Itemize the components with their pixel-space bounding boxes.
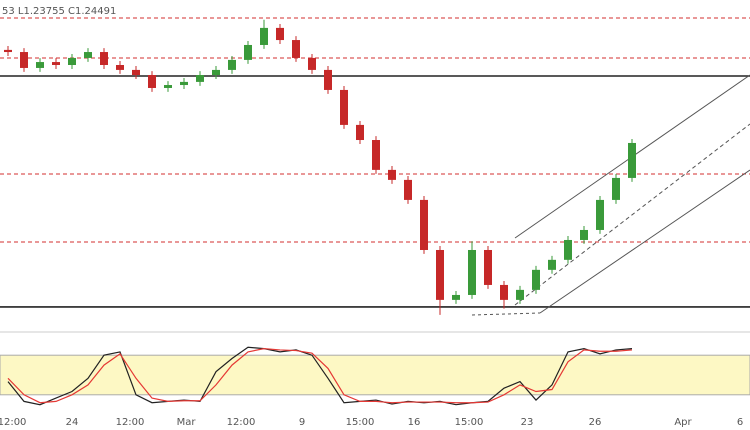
candle-body (340, 89, 348, 125)
x-tick-label: 12:00 (116, 417, 145, 428)
candle-body (228, 59, 236, 70)
candle-body (372, 140, 380, 170)
candle-body (116, 65, 124, 70)
candle-body (36, 62, 44, 68)
x-tick-label: Apr (674, 417, 692, 428)
candle-body (564, 239, 572, 260)
x-tick-label: 16 (408, 417, 421, 428)
candle-body (628, 142, 636, 178)
x-tick-label: 9 (299, 417, 305, 428)
levels (0, 17, 750, 308)
candle-body (484, 249, 492, 285)
ohlc-header: 53 L1.23755 C1.24491 (2, 6, 116, 17)
candle-body (324, 69, 332, 90)
candle-body (52, 62, 60, 65)
candle-body (260, 27, 268, 45)
candle-body (548, 259, 556, 270)
stoch-line (7, 346, 633, 406)
candle-body (388, 169, 396, 180)
stoch-line (7, 347, 633, 404)
x-tick-label: 6 (737, 417, 743, 428)
candle-body (596, 199, 604, 230)
candle-body (180, 81, 188, 86)
x-tick-label: 12:00 (0, 417, 26, 428)
candle-body (164, 85, 172, 88)
candle-body (420, 199, 428, 250)
x-tick-label: 23 (521, 417, 534, 428)
candle-body (452, 294, 460, 300)
candle-body (516, 289, 524, 300)
candle-body (404, 179, 412, 200)
candles (4, 19, 636, 315)
candle-body (468, 249, 476, 295)
candle-body (4, 49, 12, 53)
stochastic-panel (0, 346, 750, 406)
x-tick-label: 15:00 (346, 417, 375, 428)
candle-body (292, 40, 300, 58)
stoch-band (0, 354, 750, 396)
candle-body (212, 69, 220, 76)
channel-lower (539, 169, 750, 314)
candle-body (148, 75, 156, 88)
candle-body (68, 57, 76, 65)
candle-body (20, 52, 28, 68)
candle-body (580, 229, 588, 240)
x-tick-label: 15:00 (455, 417, 484, 428)
candle-body (500, 284, 508, 300)
x-tick-label: 26 (589, 417, 602, 428)
candle-body (612, 177, 620, 200)
candle-body (244, 44, 252, 60)
candle-body (100, 52, 108, 65)
candle-body (532, 269, 540, 290)
candle-body (356, 124, 364, 141)
candle-body (276, 27, 284, 41)
candle-body (436, 249, 444, 300)
x-axis: 12:00 24 12:00 Mar 12:00 9 15:00 16 15:00 23 26 Apr… (0, 417, 743, 428)
x-tick-label: 24 (66, 417, 79, 428)
channel-base (471, 312, 541, 316)
candle-body (132, 69, 140, 76)
candle-body (84, 52, 92, 58)
x-tick-label: 12:00 (227, 417, 256, 428)
x-tick-label: Mar (177, 417, 197, 428)
channel-median (514, 123, 750, 306)
candle-body (308, 57, 316, 70)
candle-body (196, 75, 204, 82)
